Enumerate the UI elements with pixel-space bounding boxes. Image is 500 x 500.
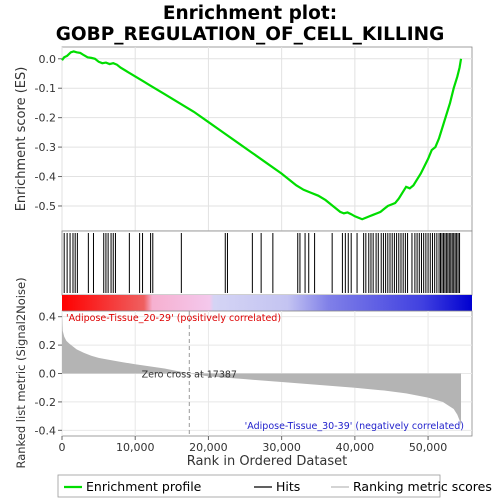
hits-marks (63, 233, 461, 293)
es-tick-label: -0.1 (35, 82, 56, 95)
x-tick-label: 10,000 (116, 441, 155, 454)
x-tick-label: 50,000 (409, 441, 448, 454)
es-tick-label: -0.4 (35, 171, 56, 184)
zero-cross-label: Zero cross at 17387 (142, 370, 237, 381)
es-tick-label: -0.2 (35, 112, 56, 125)
es-tick-label: -0.3 (35, 141, 56, 154)
metric-axis-ticks: 0.4 0.2 0.0 -0.2 -0.4 (35, 311, 62, 437)
ranking-color-bar (62, 295, 472, 311)
x-tick-label: 0 (59, 441, 66, 454)
es-y-axis-label: Enrichment score (ES) (14, 67, 29, 212)
es-axis-ticks: 0.0 -0.1 -0.2 -0.3 -0.4 -0.5 (35, 53, 62, 213)
hits-panel (61, 230, 473, 296)
x-axis-ticks: 0 10,000 20,000 30,000 40,000 50,000 (59, 436, 448, 454)
legend-box (57, 474, 441, 498)
legend-label-hits: Hits (276, 479, 300, 494)
metric-tick-label: -0.2 (35, 396, 56, 409)
chart-title-line1: Enrichment plot: (163, 3, 337, 24)
chart-title-line2: GOBP_REGULATION_OF_CELL_KILLING (56, 24, 445, 45)
enrichment-profile-line (61, 50, 463, 221)
es-tick-label: 0.0 (39, 53, 57, 66)
metric-tick-label: 0.0 (39, 368, 57, 381)
negative-correlation-label: 'Adipose-Tissue_30-39' (negatively corre… (245, 421, 464, 432)
es-panel (61, 46, 473, 232)
x-axis-label: Rank in Ordered Dataset (187, 454, 348, 469)
metric-tick-label: 0.2 (39, 339, 57, 352)
legend-label-ranking: Ranking metric scores (353, 479, 492, 494)
metric-tick-label: 0.4 (39, 311, 57, 324)
positive-correlation-label: 'Adipose-Tissue_20-29' (positively corre… (66, 313, 281, 324)
es-gridlines (61, 47, 472, 231)
x-tick-label: 40,000 (336, 441, 375, 454)
legend-label-enrichment: Enrichment profile (86, 479, 202, 494)
ranking-metric-area (62, 312, 462, 427)
metric-y-axis-label: Ranked list metric (Signal2Noise) (14, 277, 28, 468)
x-tick-label: 20,000 (189, 441, 228, 454)
x-tick-label: 30,000 (262, 441, 301, 454)
es-tick-label: -0.5 (35, 200, 56, 213)
metric-tick-label: -0.4 (35, 424, 56, 437)
